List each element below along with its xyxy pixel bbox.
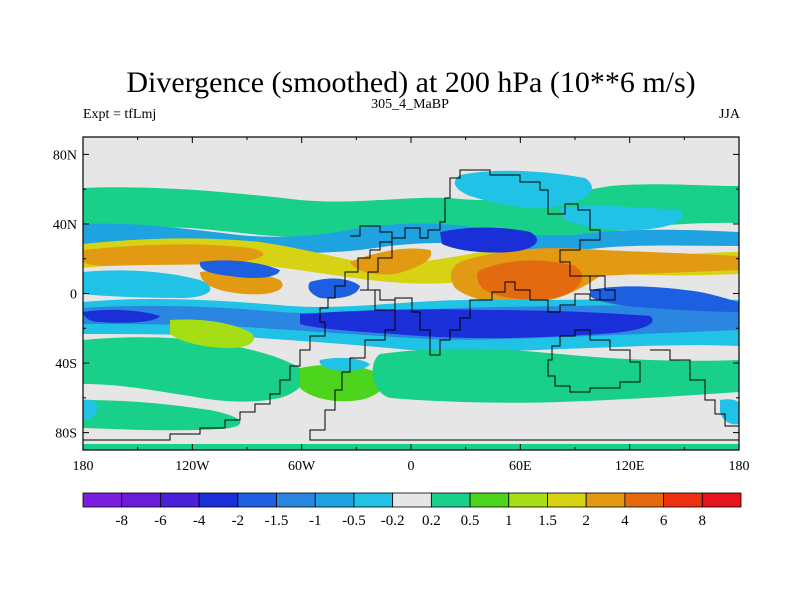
colorbar-swatch (663, 492, 703, 508)
coastline-south-america (309, 289, 739, 441)
colorbar-label: -2 (232, 513, 245, 529)
colorbar-swatch (701, 492, 742, 508)
y-tick-label: 40S (55, 357, 77, 372)
colorbar-swatch (121, 492, 161, 508)
field-contour-cyan-south-atl (319, 357, 370, 371)
colorbar: -8 -6 -4 -2 -1.5 -1 -0.5 -0.2 0.2 0.5 1 1.5 2 4 6 8 (82, 492, 742, 529)
field-contour-orange-atl (350, 248, 432, 275)
field-contour-yellow-south (170, 319, 254, 348)
x-tick-label: 120E (615, 459, 645, 474)
divergence-field (83, 137, 739, 450)
coastline-eurasia-africa (367, 169, 601, 356)
x-tick-label: 120W (175, 459, 210, 474)
colorbar-label: -0.2 (381, 513, 405, 529)
y-tick-label: 80S (55, 427, 77, 442)
field-contour-green-south (83, 337, 304, 402)
run-label: 305_4_MaBP (371, 97, 449, 112)
coastline-antarctica-east (650, 349, 739, 427)
field-contour-darkblue-eq (300, 309, 653, 339)
colorbar-swatch (547, 492, 587, 508)
field-contour-cyan-south-pole (83, 399, 98, 420)
colorbar-swatch (82, 492, 123, 508)
experiment-label: Expt = tfLmj (83, 107, 156, 122)
field-contour-green-south-pac (83, 400, 241, 431)
y-tick-label: 40N (53, 218, 77, 233)
x-tick-label: 180 (73, 459, 94, 474)
field-contour-blue-asia-north (440, 227, 538, 253)
x-tick-label: 180 (729, 459, 750, 474)
x-tick-label: 60E (509, 459, 532, 474)
colorbar-label: -4 (193, 513, 206, 529)
colorbar-label: 8 (699, 513, 707, 529)
field-contour-blue-atl-eq (308, 278, 360, 299)
y-tick-label: 0 (70, 288, 77, 303)
coastline-americas (83, 225, 393, 441)
field-contour-green-south-ind (372, 348, 739, 403)
colorbar-label: -1 (309, 513, 322, 529)
colorbar-swatch (237, 492, 277, 508)
colorbar-swatch (198, 492, 239, 508)
colorbar-label: 1 (505, 513, 513, 529)
colorbar-swatch (276, 492, 316, 508)
colorbar-label: 1.5 (538, 513, 557, 529)
colorbar-label: 4 (621, 513, 629, 529)
colorbar-label: 0.5 (461, 513, 480, 529)
field-contour-red-asia (477, 260, 583, 300)
colorbar-label: -0.5 (342, 513, 366, 529)
field-contour-blue-north-pac (199, 260, 280, 278)
field-contour-cyan-north (454, 170, 592, 209)
coastline-se-asia (590, 275, 616, 301)
colorbar-swatch (353, 492, 394, 508)
x-axis: 180 120W 60W 0 60E 120E 180 (73, 137, 750, 474)
colorbar-swatch (585, 492, 626, 508)
field-contour-blue-indian (590, 286, 739, 312)
colorbar-swatch (624, 492, 664, 508)
colorbar-label: 0.2 (422, 513, 441, 529)
coastline-australia (547, 329, 641, 393)
colorbar-swatch (392, 492, 432, 508)
season-label: JJA (719, 107, 741, 122)
coastlines (83, 169, 739, 441)
x-tick-label: 60W (288, 459, 316, 474)
colorbar-label: 2 (582, 513, 590, 529)
colorbar-swatch (469, 492, 510, 508)
y-tick-label: 80N (53, 148, 77, 163)
y-axis: 80N 40N 0 40S 80S (53, 148, 739, 442)
colorbar-swatch (430, 492, 471, 508)
field-contour-blue-pac-eq (83, 309, 160, 323)
field-contour-cyan-north2 (560, 205, 683, 231)
colorbar-label: -6 (154, 513, 167, 529)
colorbar-swatch (314, 492, 355, 508)
chart-title: Divergence (smoothed) at 200 hPa (10**6 … (126, 66, 695, 99)
colorbar-swatch (160, 492, 200, 508)
colorbar-label: -8 (115, 513, 128, 529)
colorbar-label: 6 (660, 513, 668, 529)
field-contour-cyan-mid (83, 270, 211, 298)
colorbar-label: -1.5 (265, 513, 289, 529)
x-tick-label: 0 (408, 459, 415, 474)
colorbar-swatch (508, 492, 548, 508)
